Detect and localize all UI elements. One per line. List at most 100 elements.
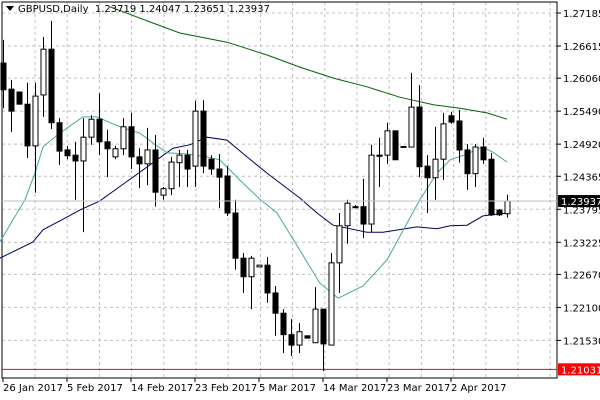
candle (288, 319, 295, 357)
candle (16, 91, 23, 105)
candle-body (168, 161, 175, 190)
x-tick-label: 5 Mar 2017 (259, 383, 316, 394)
candle-body (456, 120, 463, 151)
candle-body (208, 158, 215, 170)
candle-body (264, 264, 271, 294)
candle-body (128, 126, 135, 158)
candle (384, 122, 391, 164)
candle-body (32, 95, 39, 147)
candle (216, 153, 223, 208)
candle-body (280, 312, 287, 336)
candle-body (192, 110, 199, 167)
candle-body (472, 146, 479, 175)
candle (240, 252, 247, 293)
candle-body (48, 48, 55, 124)
candle-body (152, 149, 159, 193)
candle-body (80, 136, 87, 162)
candle-body (112, 148, 119, 158)
candle-body (432, 158, 439, 179)
moving-average-line (110, 6, 508, 120)
candle-body (376, 154, 383, 157)
candle-body (368, 154, 375, 225)
candle (400, 145, 407, 148)
y-tick-label: 1.22670 (563, 270, 600, 281)
candle-body (56, 122, 63, 152)
candle-body (392, 130, 399, 161)
x-tick-label: 5 Feb 2017 (67, 383, 123, 394)
candle-body (440, 123, 447, 160)
candle-body (104, 141, 111, 150)
candle (112, 145, 119, 160)
candle-body (136, 156, 143, 165)
candle (416, 85, 423, 178)
x-tick-label: 2 Apr 2017 (451, 383, 506, 394)
y-tick-label: 1.25490 (563, 107, 600, 118)
candle-body (256, 264, 263, 268)
x-tick-label: 14 Feb 2017 (131, 383, 193, 394)
candle (272, 285, 279, 336)
candle-body (448, 115, 455, 123)
candle-body (40, 48, 47, 96)
candle (192, 100, 199, 187)
candle (464, 144, 471, 190)
candle (504, 194, 511, 218)
candle-body (480, 146, 487, 161)
candle-body (88, 118, 95, 138)
candle-body (464, 149, 471, 175)
current-price-label: 1.23937 (561, 197, 600, 208)
candle (320, 308, 327, 372)
candle (312, 287, 319, 344)
candle (296, 323, 303, 354)
candle (248, 255, 255, 310)
candle-body (96, 118, 103, 143)
candle-body (288, 334, 295, 346)
candle-body (344, 202, 351, 227)
candle (472, 144, 479, 187)
candle-body (296, 331, 303, 346)
candle-body (408, 106, 415, 148)
candle (88, 115, 95, 145)
candle (104, 129, 111, 178)
candle (152, 134, 159, 207)
candle-body (352, 206, 359, 209)
candle (344, 199, 351, 244)
symbol-label: GBPUSD,Daily (18, 4, 89, 15)
candle (56, 118, 63, 165)
candle-body (160, 188, 167, 196)
candle (168, 156, 175, 196)
candle (360, 178, 367, 238)
candle-body (424, 165, 431, 179)
candle (448, 111, 455, 124)
candle (352, 204, 359, 209)
horizontal-line-badge (558, 363, 600, 376)
y-tick-label: 1.24920 (563, 140, 600, 151)
candle (200, 100, 207, 174)
candle (136, 148, 143, 189)
candle-body (312, 308, 319, 344)
candle (64, 145, 71, 160)
candle (376, 137, 383, 187)
candle (48, 20, 55, 130)
dropdown-triangle-icon[interactable] (6, 6, 14, 11)
y-tick-label: 1.27185 (563, 9, 600, 20)
candle (432, 126, 439, 200)
candle (336, 213, 343, 293)
candle (40, 37, 47, 117)
candle-body (272, 292, 279, 314)
candle (408, 72, 415, 148)
candle-body (184, 154, 191, 170)
candle-body (144, 149, 151, 165)
candle-body (384, 130, 391, 156)
candle-body (400, 145, 407, 148)
chart-header: GBPUSD,Daily 1.23719 1.24047 1.23651 1.2… (6, 4, 270, 15)
candle (72, 141, 79, 200)
candle (144, 127, 151, 186)
candle-body (8, 88, 15, 112)
candle (224, 166, 231, 216)
y-tick-label: 1.23795 (563, 205, 600, 216)
candle (128, 112, 135, 170)
candle-body (496, 209, 503, 216)
candle (368, 144, 375, 233)
